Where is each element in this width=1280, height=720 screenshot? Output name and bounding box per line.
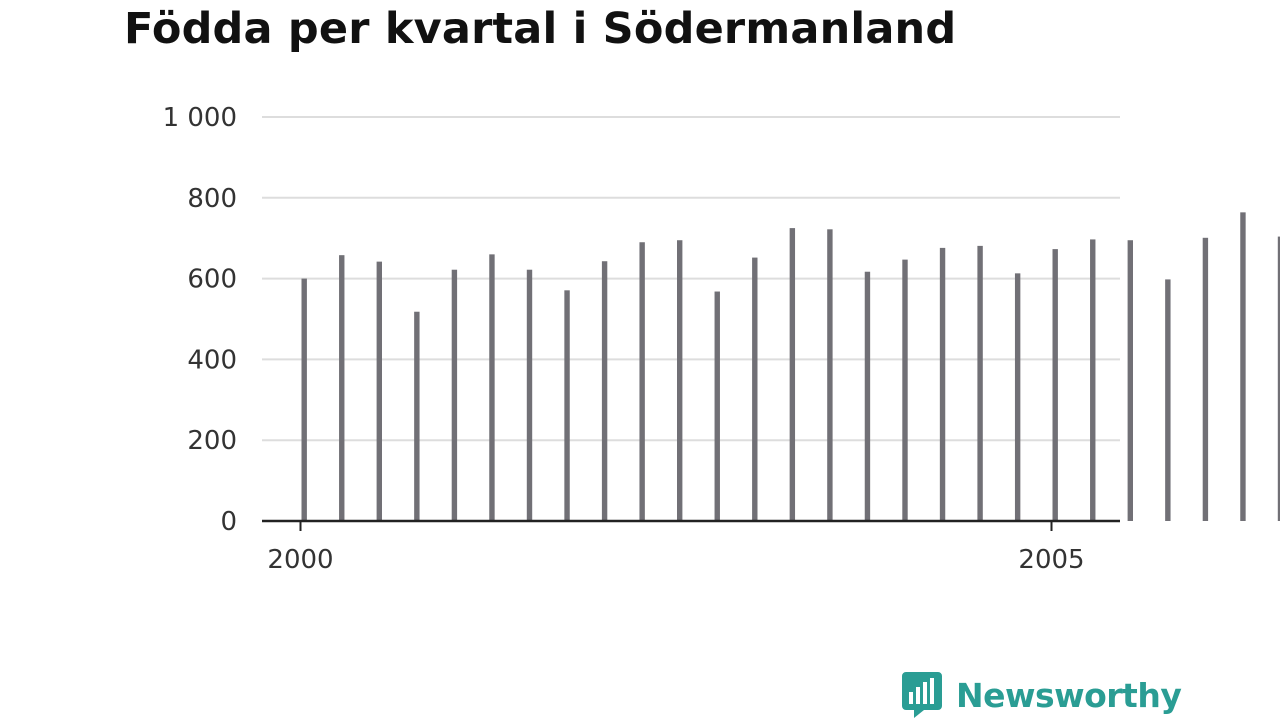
bar [864, 271, 871, 521]
newsworthy-logo-icon [902, 672, 942, 718]
x-tick-label: 2005 [1018, 545, 1084, 575]
bars [301, 212, 1280, 522]
newsworthy-logo: Newsworthy [900, 670, 1182, 720]
bar [601, 261, 608, 521]
y-tick-label: 600 [187, 265, 237, 295]
bar [1240, 212, 1246, 521]
brand-name: Newsworthy [956, 675, 1182, 715]
bar [1052, 249, 1058, 521]
bar [1202, 237, 1209, 521]
y-tick-label: 1 000 [163, 103, 237, 133]
bar [789, 228, 796, 521]
bar [977, 245, 983, 521]
bar [752, 257, 758, 521]
bar [677, 240, 683, 521]
y-tick-label: 400 [187, 345, 237, 375]
bar [939, 247, 946, 521]
bar [639, 242, 645, 522]
bar [526, 269, 533, 521]
bar [1127, 240, 1133, 521]
bar [1014, 273, 1021, 521]
bar [1277, 236, 1280, 522]
x-tick-label: 2000 [267, 545, 333, 575]
chart-title: Födda per kvartal i Södermanland [124, 4, 957, 54]
gridlines [262, 116, 1120, 442]
y-tick-label: 800 [187, 184, 237, 214]
bar [451, 269, 458, 521]
axes [262, 519, 1120, 531]
bar [714, 291, 720, 521]
bar [902, 259, 908, 521]
y-tick-label: 200 [187, 426, 237, 456]
bar [1165, 279, 1171, 521]
bar [489, 254, 495, 522]
bar [301, 278, 307, 521]
bar [339, 255, 345, 521]
bar [564, 290, 570, 521]
bar [1090, 239, 1096, 522]
bar [827, 229, 833, 521]
y-tick-label: 0 [220, 507, 237, 537]
bar [414, 311, 420, 521]
bar [376, 261, 382, 521]
